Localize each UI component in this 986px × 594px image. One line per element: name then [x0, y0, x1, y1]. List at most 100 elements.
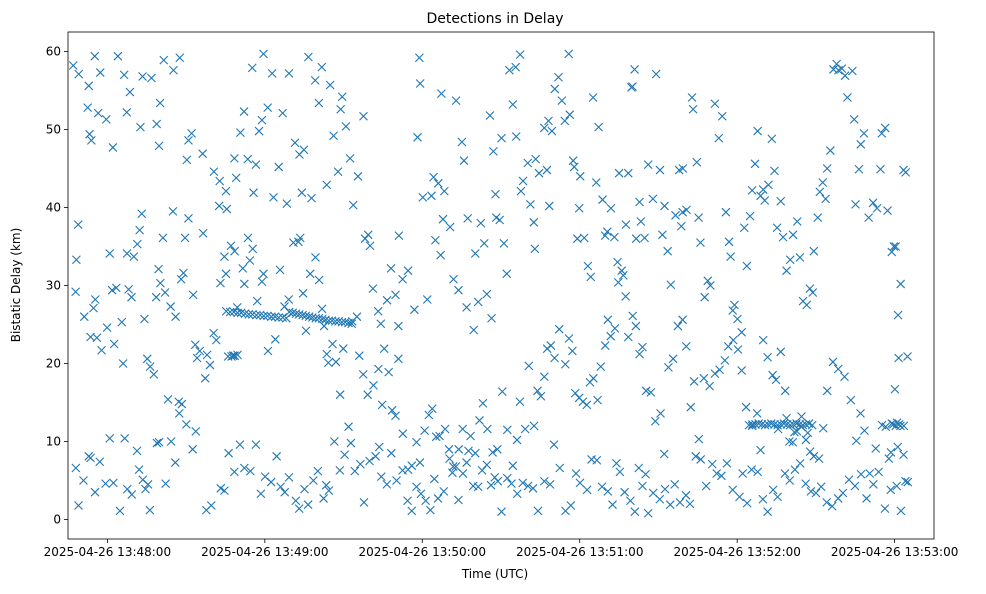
data-point-marker	[195, 346, 205, 356]
data-point-marker	[742, 498, 752, 508]
data-point-marker	[739, 223, 749, 233]
data-point-marker	[267, 68, 277, 78]
data-point-marker	[347, 319, 357, 329]
y-tick-label: 20	[46, 357, 61, 371]
data-point-marker	[640, 233, 649, 243]
data-point-marker	[880, 123, 890, 133]
data-point-marker	[659, 449, 669, 459]
data-point-marker	[132, 239, 142, 249]
data-point-marker	[508, 461, 518, 471]
data-point-marker	[86, 453, 95, 463]
data-point-marker	[571, 469, 581, 478]
data-point-marker	[272, 451, 282, 461]
data-point-marker	[291, 496, 301, 506]
data-point-marker	[773, 492, 782, 502]
data-point-marker	[245, 466, 255, 476]
data-point-marker	[220, 252, 229, 262]
data-point-marker	[188, 444, 198, 454]
data-point-marker	[97, 345, 106, 355]
data-point-marker	[833, 364, 843, 374]
data-point-marker	[890, 384, 900, 394]
data-point-marker	[107, 285, 117, 295]
data-point-marker	[198, 228, 208, 238]
data-point-marker	[290, 138, 300, 148]
data-point-marker	[317, 304, 327, 314]
data-point-marker	[788, 437, 798, 447]
data-point-marker	[486, 480, 496, 490]
data-point-marker	[216, 278, 225, 288]
data-point-marker	[155, 278, 165, 288]
data-point-marker	[475, 416, 484, 425]
data-point-marker	[276, 482, 285, 492]
data-point-marker	[825, 146, 835, 155]
y-tick-label: 30	[46, 279, 61, 293]
data-point-marker	[582, 485, 592, 495]
data-point-marker	[278, 108, 288, 118]
data-point-marker	[666, 280, 676, 290]
data-point-marker	[90, 487, 100, 497]
data-point-marker	[454, 495, 463, 505]
data-point-marker	[671, 210, 680, 220]
data-point-marker	[464, 446, 473, 456]
data-point-marker	[426, 505, 435, 515]
data-point-marker	[145, 505, 155, 515]
data-point-marker	[105, 249, 115, 258]
data-point-marker	[515, 397, 525, 407]
x-tick-label: 2025-04-26 13:52:00	[673, 545, 800, 559]
data-point-marker	[335, 465, 345, 475]
data-point-marker	[105, 433, 115, 443]
data-point-marker	[348, 200, 358, 210]
data-point-marker	[638, 481, 647, 491]
data-point-marker	[119, 70, 129, 80]
data-point-marker	[628, 82, 637, 91]
data-point-marker	[147, 73, 156, 83]
data-point-marker	[376, 472, 386, 481]
data-point-marker	[365, 241, 375, 251]
data-point-marker	[797, 412, 806, 421]
data-point-marker	[550, 84, 560, 94]
data-point-marker	[354, 351, 364, 361]
data-point-marker	[200, 373, 210, 383]
data-point-marker	[221, 186, 231, 196]
data-point-marker	[344, 422, 353, 432]
data-point-marker	[681, 341, 691, 351]
data-point-marker	[660, 484, 670, 494]
data-point-marker	[136, 122, 145, 132]
data-point-marker	[101, 479, 110, 489]
data-point-marker	[837, 64, 847, 74]
data-point-marker	[891, 242, 901, 251]
data-point-marker	[621, 220, 631, 230]
data-point-marker	[369, 380, 378, 390]
data-point-marker	[359, 111, 368, 121]
data-point-marker	[220, 486, 229, 496]
data-point-marker	[314, 98, 324, 108]
data-point-marker	[512, 435, 522, 445]
data-point-marker	[407, 506, 417, 516]
data-point-marker	[502, 425, 512, 435]
data-point-marker	[688, 104, 698, 114]
data-point-marker	[304, 312, 314, 322]
data-point-marker	[282, 199, 292, 208]
data-point-marker	[294, 309, 304, 319]
data-point-marker	[145, 362, 155, 372]
data-point-marker	[733, 345, 743, 354]
data-point-marker	[613, 257, 622, 267]
data-point-marker	[247, 63, 257, 73]
data-point-marker	[346, 438, 356, 448]
data-point-marker	[257, 115, 267, 125]
data-point-marker	[235, 440, 245, 450]
data-point-marker	[335, 390, 345, 400]
data-point-marker	[171, 312, 180, 322]
data-point-marker	[692, 157, 702, 167]
data-point-marker	[466, 431, 475, 441]
data-point-marker	[359, 497, 369, 507]
data-point-marker	[222, 204, 232, 214]
data-point-marker	[424, 410, 434, 420]
data-point-marker	[710, 99, 720, 109]
data-point-marker	[741, 402, 751, 412]
data-point-marker	[681, 490, 691, 500]
data-point-marker	[728, 335, 738, 345]
data-point-marker	[84, 81, 94, 91]
